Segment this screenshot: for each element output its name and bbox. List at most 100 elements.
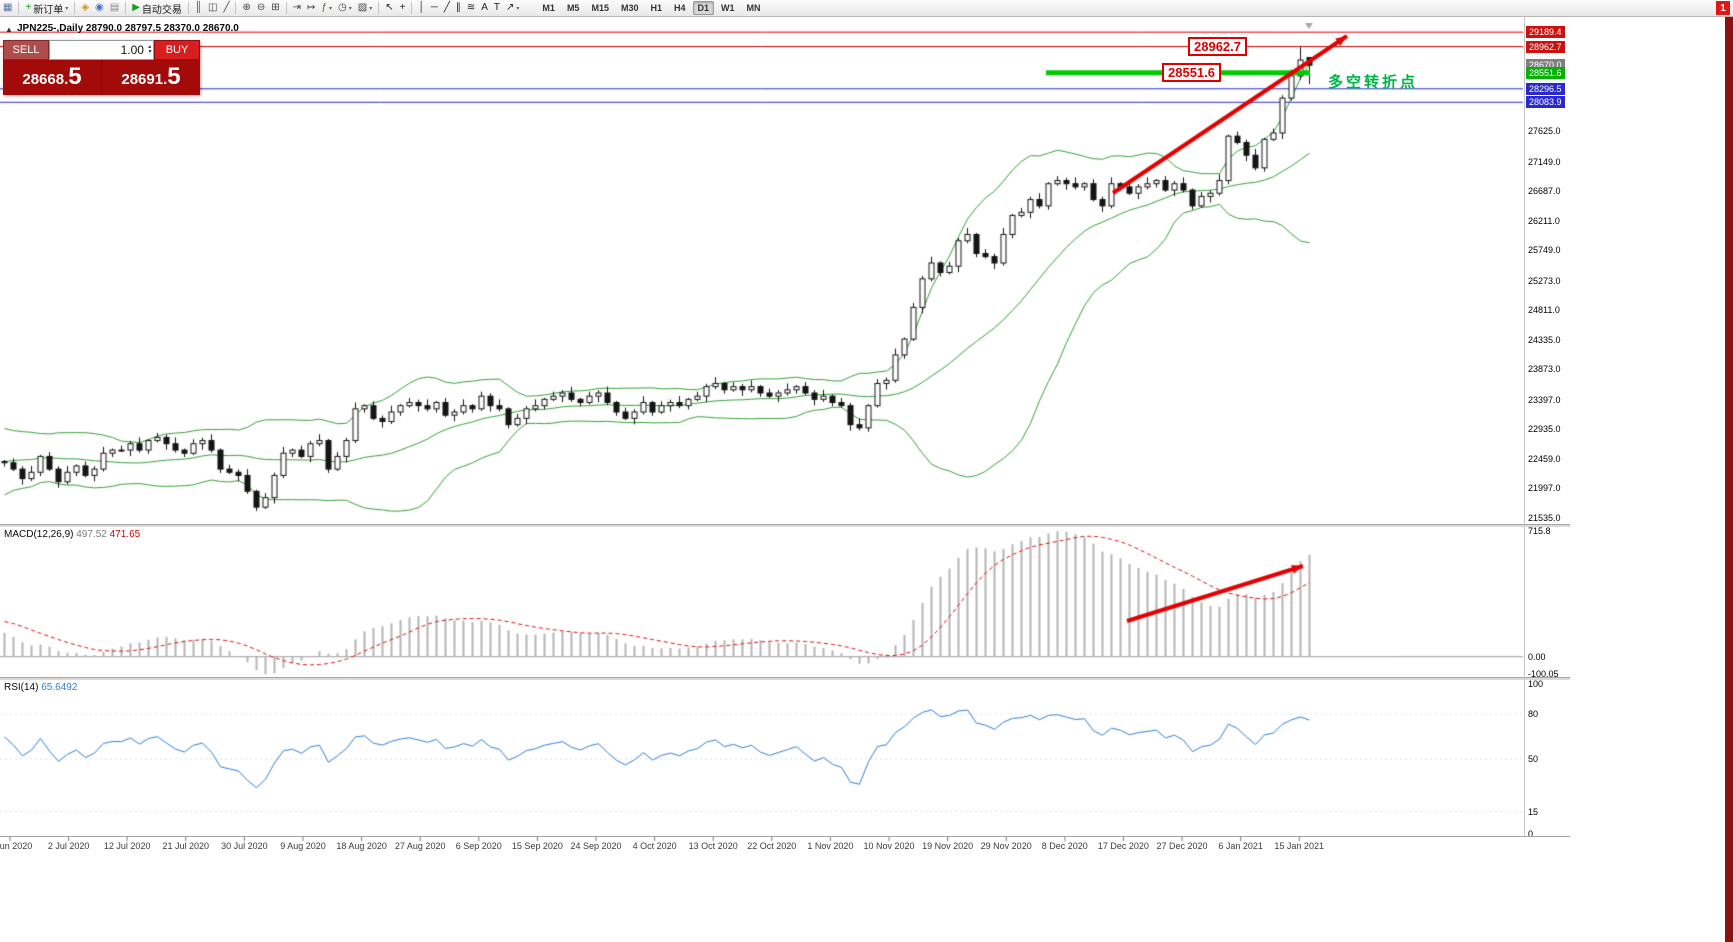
dropdown-arrow-icon[interactable]: ▾ bbox=[516, 5, 520, 12]
timeframe-m15-button[interactable]: M15 bbox=[591, 3, 609, 13]
zoom-out-button[interactable]: ⊖ bbox=[254, 0, 268, 16]
channel-button[interactable]: ∥ bbox=[453, 0, 464, 16]
date-axis-label: 6 Jan 2021 bbox=[1218, 841, 1263, 851]
price-level-label: 29189.4 bbox=[1526, 26, 1565, 39]
turning-point-text[interactable]: 多空转折点 bbox=[1328, 74, 1419, 91]
buy-button[interactable]: BUY bbox=[154, 40, 200, 60]
timeframe-w1-button[interactable]: W1 bbox=[721, 3, 735, 13]
timeframe-m1-button[interactable]: M1 bbox=[542, 3, 555, 13]
panel-splitter[interactable] bbox=[0, 524, 1570, 527]
lot-increase-icon[interactable]: ▴ bbox=[147, 44, 151, 50]
one-click-panel-toggle-icon[interactable]: ▲ bbox=[5, 25, 13, 34]
bar-chart-button[interactable]: ║ bbox=[192, 0, 205, 16]
timeframe-h1-button[interactable]: H1 bbox=[650, 3, 662, 13]
indicators-icon: ƒ bbox=[321, 2, 327, 13]
cursor-button[interactable]: ↖ bbox=[382, 0, 396, 16]
toolbar-separator bbox=[285, 2, 287, 14]
new-order-label: 新订单 bbox=[33, 4, 64, 16]
dropdown-arrow-icon[interactable]: ▾ bbox=[65, 5, 69, 12]
date-axis-label: 9 Aug 2020 bbox=[280, 841, 326, 851]
expert-advisors-button[interactable]: ◈ bbox=[78, 0, 92, 16]
periods-button[interactable]: ◷ ▾ bbox=[335, 0, 355, 16]
dropdown-arrow-icon[interactable]: ▾ bbox=[329, 5, 333, 12]
lot-size-field[interactable]: 1.00 ▴ ▾ bbox=[49, 40, 154, 60]
date-axis-label: 27 Dec 2020 bbox=[1156, 841, 1208, 851]
fibonacci-button[interactable]: ≋ bbox=[464, 0, 478, 16]
toolbar: ▦ + 新订单 ▾ ◈ ◉ ▤ ▶ 自动交易 ║ ◫ ╱ ⊕ ⊖ ⊞ ⇥ ↦ ƒ ▾ ◷ ▾ ▧ ▾ ↖ + │ ─ ╱ ∥ ≋ A T ↗ ▾ … bbox=[0, 0, 1733, 17]
price-level-label: 28962.7 bbox=[1526, 40, 1565, 53]
zoom-in-icon: ⊕ bbox=[242, 2, 251, 13]
candlestick-chart-button[interactable]: ◫ bbox=[205, 0, 220, 16]
date-axis-label: 8 Dec 2020 bbox=[1041, 841, 1088, 851]
templates-menu-button[interactable]: ▧ ▾ bbox=[355, 0, 375, 16]
sell-price-main: 28668. bbox=[22, 71, 69, 88]
cursor-icon: ↖ bbox=[385, 2, 394, 13]
date-axis-label: 21 Jul 2020 bbox=[162, 841, 210, 851]
trendline-button[interactable]: ╱ bbox=[441, 0, 453, 16]
price-axis-tick: 25273.0 bbox=[1528, 275, 1561, 286]
dropdown-arrow-icon[interactable]: ▾ bbox=[369, 5, 373, 12]
date-axis-label: 19 Nov 2020 bbox=[922, 841, 974, 851]
label-icon: T bbox=[493, 2, 501, 13]
crosshair-button[interactable]: + bbox=[397, 0, 409, 16]
toolbar-separator bbox=[187, 2, 189, 14]
date-axis-label: 13 Oct 2020 bbox=[688, 841, 738, 851]
timeframe-d1-button[interactable]: D1 bbox=[692, 1, 715, 15]
price-level-label: 28296.5 bbox=[1526, 82, 1565, 95]
horizontal-line-button[interactable]: ─ bbox=[428, 0, 441, 16]
macd-indicator-label: MACD(12,26,9) 497.52 471.65 bbox=[4, 529, 140, 540]
new-order-button[interactable]: + 新订单 ▾ bbox=[22, 0, 71, 16]
timeframe-m30-button[interactable]: M30 bbox=[620, 3, 639, 13]
indicators-button[interactable]: ƒ ▾ bbox=[318, 0, 335, 16]
vertical-scrollbar[interactable] bbox=[1725, 17, 1733, 942]
text-button[interactable]: A bbox=[478, 0, 491, 16]
price-axis-tick: 22935.0 bbox=[1528, 423, 1561, 434]
arrows-button[interactable]: ↗ ▾ bbox=[503, 0, 522, 16]
label-button[interactable]: T bbox=[491, 0, 503, 16]
buy-price-main: 28691. bbox=[121, 71, 168, 88]
chart-canvas[interactable] bbox=[0, 17, 1570, 855]
macd-name: MACD(12,26,9) bbox=[4, 529, 74, 540]
notification-badge[interactable]: 1 bbox=[1716, 1, 1730, 15]
rsi-value: 65.6492 bbox=[41, 682, 78, 693]
sell-button[interactable]: SELL bbox=[3, 40, 49, 60]
trade-panel-prices: 28668. 5 28691. 5 bbox=[3, 60, 200, 95]
rsi-axis-tick: 15 bbox=[1528, 806, 1539, 817]
panel-splitter[interactable] bbox=[0, 677, 1570, 680]
auto-trading-button[interactable]: ▶ 自动交易 bbox=[129, 0, 185, 16]
timeframe-h4-button[interactable]: H4 bbox=[674, 3, 686, 13]
sell-price[interactable]: 28668. 5 bbox=[3, 60, 101, 95]
auto-scroll-button[interactable]: ⇥ bbox=[290, 0, 304, 16]
chart-shift-button[interactable]: ↦ bbox=[304, 0, 318, 16]
rsi-name: RSI(14) bbox=[4, 682, 39, 693]
trendline-icon: ╱ bbox=[443, 2, 450, 13]
chart-shift-icon: ↦ bbox=[307, 2, 316, 13]
channel-icon: ∥ bbox=[455, 2, 461, 13]
date-axis-label: 12 Jul 2020 bbox=[103, 841, 151, 851]
zoom-in-button[interactable]: ⊕ bbox=[239, 0, 253, 16]
timeframe-toolbar: M1 M5 M15 M30 H1 H4 D1 W1 MN bbox=[536, 1, 766, 15]
buy-price[interactable]: 28691. 5 bbox=[101, 60, 200, 95]
price-callout[interactable]: 28962.7 bbox=[1188, 37, 1247, 56]
sell-price-pip: 5 bbox=[68, 63, 82, 90]
price-axis-tick: 23873.0 bbox=[1528, 364, 1561, 375]
date-axis-label: 15 Sep 2020 bbox=[511, 841, 563, 851]
new-chart-button[interactable]: ▦ bbox=[0, 0, 15, 16]
dropdown-arrow-icon[interactable]: ▾ bbox=[348, 5, 352, 12]
profiles-button[interactable]: ◉ bbox=[92, 0, 107, 16]
tile-windows-button[interactable]: ⊞ bbox=[268, 0, 282, 16]
timeframe-m5-button[interactable]: M5 bbox=[566, 3, 580, 13]
templates-button[interactable]: ▤ bbox=[107, 0, 122, 16]
price-callout[interactable]: 28551.6 bbox=[1162, 63, 1221, 82]
text-icon: A bbox=[481, 2, 488, 13]
bar-chart-icon: ║ bbox=[194, 2, 202, 13]
line-chart-button[interactable]: ╱ bbox=[220, 0, 232, 16]
rsi-axis-tick: 0 bbox=[1528, 829, 1534, 839]
tile-windows-icon: ⊞ bbox=[271, 2, 280, 13]
timeframe-mn-button[interactable]: MN bbox=[746, 3, 761, 13]
date-axis-label: 1 Nov 2020 bbox=[807, 841, 854, 851]
macd-value: 497.52 bbox=[76, 529, 107, 540]
vertical-line-button[interactable]: │ bbox=[415, 0, 427, 16]
lot-decrease-icon[interactable]: ▾ bbox=[147, 49, 151, 55]
